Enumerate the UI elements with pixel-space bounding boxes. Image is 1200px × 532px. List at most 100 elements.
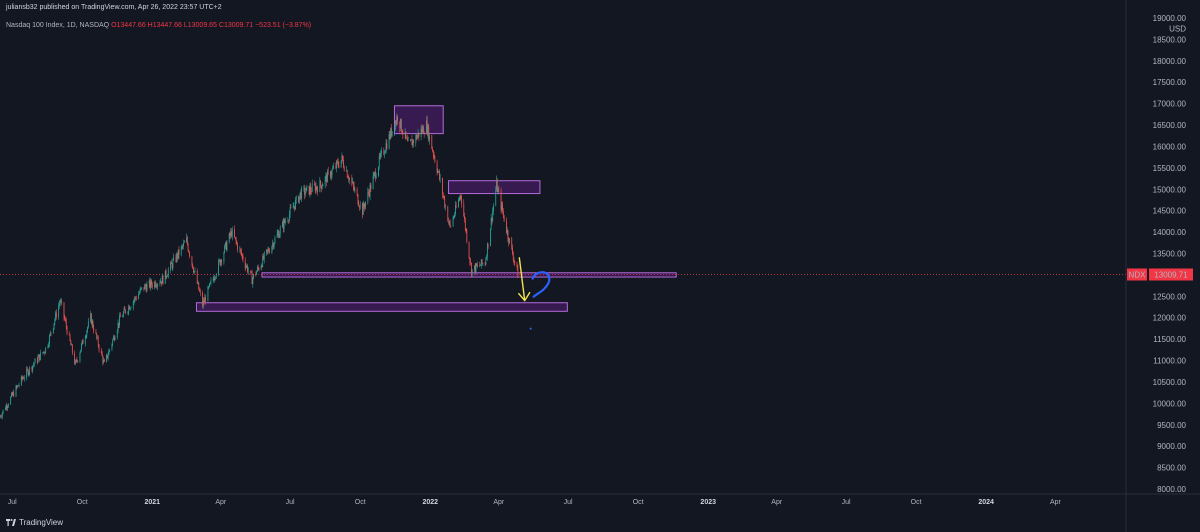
candle-body bbox=[79, 352, 81, 362]
candle-body bbox=[191, 256, 193, 264]
price-tick-label: 17500.00 bbox=[1153, 78, 1187, 87]
candle-body bbox=[198, 282, 200, 290]
candle-body bbox=[500, 190, 502, 210]
zone-rectangle bbox=[393, 105, 444, 135]
candle-body bbox=[125, 310, 127, 314]
candle-body bbox=[255, 273, 257, 275]
candle-body bbox=[304, 192, 306, 195]
candle-body bbox=[181, 245, 183, 247]
candle-body bbox=[368, 192, 370, 197]
candle-body bbox=[490, 228, 491, 247]
candle-body bbox=[177, 249, 179, 259]
candle-body bbox=[145, 286, 147, 292]
candle-body bbox=[319, 180, 321, 192]
candle-body bbox=[411, 139, 413, 146]
candle-body bbox=[304, 187, 306, 195]
candle-body bbox=[272, 243, 274, 248]
candle-body bbox=[512, 247, 513, 255]
candle-body bbox=[21, 376, 23, 379]
candle-body bbox=[199, 291, 201, 293]
footer-brand: TradingView bbox=[19, 518, 64, 527]
candle-body bbox=[438, 171, 440, 180]
candle-body bbox=[506, 221, 507, 233]
time-tick-label: Jul bbox=[8, 499, 17, 506]
candle-body bbox=[399, 121, 401, 129]
candle-body bbox=[416, 135, 418, 140]
candle-body bbox=[454, 214, 456, 217]
candle-body bbox=[225, 242, 226, 246]
candle-body bbox=[6, 405, 8, 409]
candle-body bbox=[507, 230, 509, 239]
candle-body bbox=[482, 263, 484, 265]
candle-body bbox=[436, 162, 438, 173]
price-badge: 13009.71 bbox=[1149, 268, 1193, 281]
price-tick-label: 9000.00 bbox=[1157, 442, 1186, 451]
candle-body bbox=[103, 360, 105, 362]
tradingview-footer[interactable]: TradingView bbox=[6, 518, 63, 527]
candle-body bbox=[146, 284, 148, 292]
candle-body bbox=[395, 121, 397, 124]
candle-body bbox=[241, 251, 242, 255]
candle-body bbox=[107, 354, 109, 359]
candle-body bbox=[475, 263, 477, 273]
candle-body bbox=[92, 320, 94, 328]
candle-body bbox=[310, 186, 312, 192]
candle-body bbox=[194, 270, 196, 272]
candle-body bbox=[135, 298, 137, 300]
time-tick-label: 2021 bbox=[145, 499, 161, 506]
price-axis[interactable]: 19000.00 18500.00 18000.00 17500.00 17000.00… bbox=[1125, 0, 1187, 532]
candle-body bbox=[431, 135, 433, 149]
candle-body bbox=[279, 233, 280, 238]
candle-body bbox=[384, 151, 386, 154]
candle-body bbox=[336, 160, 337, 169]
candle-body bbox=[95, 331, 97, 334]
candle-body bbox=[358, 204, 360, 207]
candle-body bbox=[415, 134, 417, 144]
candle-body bbox=[496, 179, 497, 191]
candle-body bbox=[196, 270, 198, 284]
candle-body bbox=[11, 393, 12, 397]
candle-body bbox=[287, 220, 289, 222]
candle-body bbox=[119, 315, 121, 318]
candle-body bbox=[76, 359, 78, 361]
symbol-name: Nasdaq 100 Index, 1D, NASDAQ bbox=[6, 22, 110, 29]
candle-body bbox=[509, 238, 510, 243]
candle-body bbox=[246, 265, 248, 267]
candle-body bbox=[292, 206, 294, 208]
candle-body bbox=[314, 184, 316, 192]
candle-body bbox=[502, 204, 504, 212]
candle-body bbox=[272, 243, 274, 247]
candle-body bbox=[175, 256, 177, 262]
candle-body bbox=[261, 265, 263, 267]
candle-body bbox=[127, 311, 129, 314]
candle-body bbox=[496, 179, 498, 192]
candle-body bbox=[423, 133, 425, 135]
candle-body bbox=[455, 205, 457, 208]
candle-body bbox=[421, 128, 423, 133]
price-tick-label: 12000.00 bbox=[1153, 314, 1187, 323]
candle-body bbox=[33, 364, 34, 366]
candle-body bbox=[58, 303, 60, 306]
candle-body bbox=[119, 315, 120, 326]
candle-body bbox=[263, 252, 265, 260]
candle-body bbox=[368, 191, 369, 193]
candle-body bbox=[224, 245, 226, 253]
candle-body bbox=[180, 246, 182, 256]
candle-body bbox=[98, 345, 100, 350]
candle-body bbox=[138, 294, 139, 300]
candle-body bbox=[460, 195, 462, 197]
price-tick-label: 16500.00 bbox=[1153, 121, 1187, 130]
candle-body bbox=[362, 203, 364, 215]
candle-body bbox=[48, 344, 50, 346]
candle-body bbox=[220, 259, 222, 265]
candle-body bbox=[93, 327, 95, 332]
candle-body bbox=[420, 128, 422, 137]
time-axis[interactable]: Jul Oct 2021 Apr Jul Oct 2022 Apr Jul Oct 2023 Apr J… bbox=[0, 493, 1200, 506]
candle-body bbox=[188, 250, 190, 253]
candle-body bbox=[37, 356, 39, 363]
candle-body bbox=[139, 289, 141, 293]
candle-body bbox=[71, 344, 72, 346]
candle-body bbox=[237, 243, 238, 250]
candle-body bbox=[394, 129, 395, 132]
